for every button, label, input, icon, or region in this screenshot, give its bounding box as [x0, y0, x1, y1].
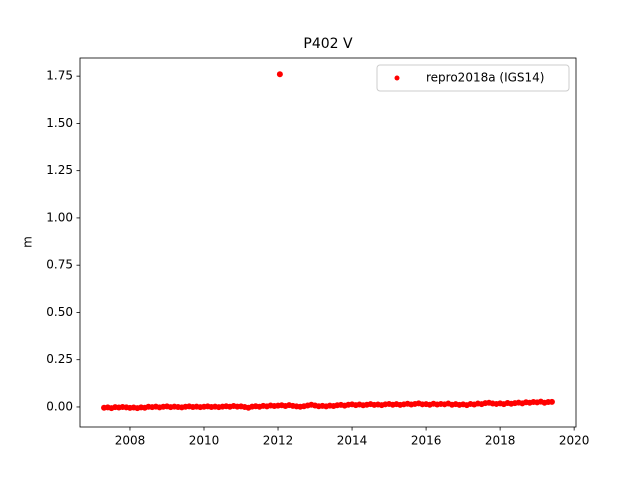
y-tick-label: 1.00: [46, 210, 73, 224]
y-axis-label: m: [21, 236, 35, 248]
y-tick-label: 1.75: [46, 69, 73, 83]
legend-label: repro2018a (IGS14): [426, 71, 544, 85]
y-tick-label: 0.50: [46, 305, 73, 319]
plot-frame: [79, 57, 577, 428]
legend-box: [376, 64, 570, 92]
data-point: [548, 398, 555, 405]
data-point: [276, 71, 283, 78]
x-tick-label: 2014: [337, 434, 368, 448]
y-tick-label: 0.25: [46, 352, 73, 366]
x-tick-label: 2012: [263, 434, 294, 448]
y-tick-label: 0.75: [46, 258, 73, 272]
x-tick-label: 2020: [559, 434, 590, 448]
x-tick-label: 2018: [485, 434, 516, 448]
chart-title: P402 V: [303, 36, 353, 52]
x-tick-label: 2016: [411, 434, 442, 448]
y-tick-label: 0.00: [46, 399, 73, 413]
y-tick-label: 1.50: [46, 116, 73, 130]
y-tick-label: 1.25: [46, 163, 73, 177]
x-tick-label: 2010: [189, 434, 220, 448]
legend-marker: [394, 75, 400, 81]
x-tick-label: 2008: [115, 434, 146, 448]
